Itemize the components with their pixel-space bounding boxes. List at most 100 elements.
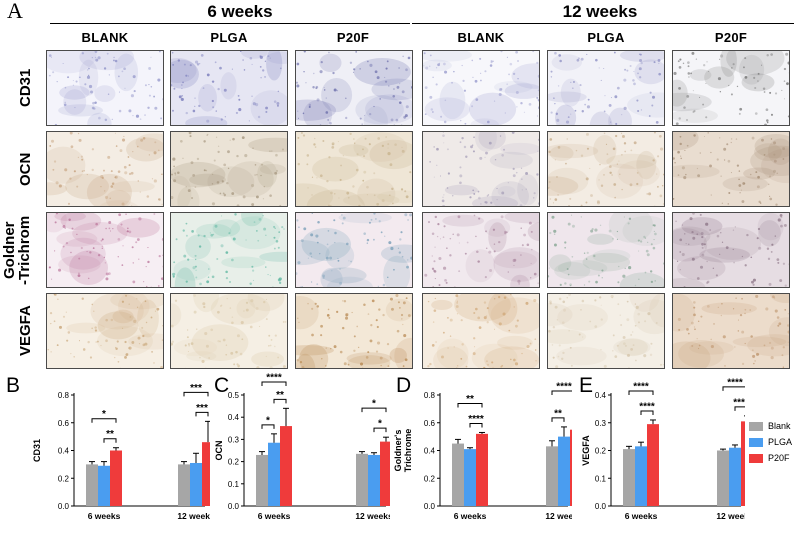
bar-plga bbox=[268, 443, 280, 506]
histology-tile-vegfa-plga-6w bbox=[170, 293, 288, 369]
bar-plga bbox=[190, 463, 202, 506]
histology-tile-goldner-p20f-6w bbox=[295, 212, 413, 288]
significance-label: * bbox=[266, 415, 270, 426]
x-tick-label: 12 weeks bbox=[545, 511, 572, 521]
significance-label: *** bbox=[190, 383, 202, 394]
col-label-blank-12w: BLANK bbox=[422, 30, 540, 45]
y-axis-label: Trichrome bbox=[403, 429, 413, 473]
x-tick-label: 12 weeks bbox=[177, 511, 210, 521]
y-tick-label: 0.3 bbox=[228, 435, 240, 444]
histology-tile-ocn-blank-6w bbox=[46, 131, 164, 207]
bar-blank bbox=[178, 464, 190, 506]
histology-tile-cd31-p20f-12w bbox=[672, 50, 790, 126]
histology-tile-ocn-blank-12w bbox=[422, 131, 540, 207]
bar-p20f bbox=[202, 442, 210, 506]
x-tick-label: 12 weeks bbox=[355, 511, 390, 521]
histology-tile-ocn-plga-12w bbox=[547, 131, 665, 207]
histology-tile-goldner-plga-12w bbox=[547, 212, 665, 288]
histology-tile-cd31-p20f-6w bbox=[295, 50, 413, 126]
legend-item-p20f: P20F bbox=[749, 450, 792, 466]
y-tick-label: 0.5 bbox=[228, 391, 240, 400]
bar-plga bbox=[98, 466, 110, 506]
panel-letter: B bbox=[6, 374, 20, 397]
significance-label: **** bbox=[556, 381, 572, 392]
histology-tile-cd31-blank-6w bbox=[46, 50, 164, 126]
bar-blank bbox=[86, 464, 98, 506]
legend-swatch-p20f bbox=[749, 454, 763, 463]
y-tick-label: 0.1 bbox=[228, 480, 240, 489]
histology-tile-vegfa-plga-12w bbox=[547, 293, 665, 369]
histology-tile-cd31-plga-6w bbox=[170, 50, 288, 126]
histology-tile-vegfa-blank-12w bbox=[422, 293, 540, 369]
significance-label: **** bbox=[639, 401, 655, 412]
row-label-ocn: OCN bbox=[18, 131, 36, 207]
bar-plga bbox=[368, 455, 380, 506]
y-tick-label: 0.0 bbox=[228, 502, 240, 511]
col-label-blank-6w: BLANK bbox=[46, 30, 164, 45]
legend: Blank PLGA P20F bbox=[749, 418, 792, 466]
significance-label: ** bbox=[276, 390, 284, 401]
legend-swatch-blank bbox=[749, 422, 763, 431]
significance-label: *** bbox=[196, 403, 208, 414]
bar-p20f bbox=[647, 424, 659, 506]
legend-label-p20f: P20F bbox=[768, 453, 790, 463]
legend-label-plga: PLGA bbox=[768, 437, 792, 447]
bar-p20f bbox=[110, 451, 122, 507]
legend-item-blank: Blank bbox=[749, 418, 792, 434]
group-title-6-weeks: 6 weeks bbox=[110, 2, 370, 22]
significance-label: **** bbox=[266, 373, 282, 384]
panel-letter: D bbox=[396, 374, 411, 397]
y-tick-label: 0.0 bbox=[595, 502, 607, 511]
legend-swatch-plga bbox=[749, 438, 763, 447]
y-axis-label: VEGFA bbox=[581, 435, 591, 466]
significance-label: ** bbox=[554, 408, 562, 419]
y-tick-label: 0.6 bbox=[58, 419, 70, 428]
bar-blank bbox=[717, 451, 729, 507]
y-tick-label: 0.8 bbox=[424, 391, 436, 400]
bar-plga bbox=[558, 437, 570, 506]
histology-tile-ocn-p20f-6w bbox=[295, 131, 413, 207]
histology-tile-cd31-blank-12w bbox=[422, 50, 540, 126]
row-label-vegfa: VEGFA bbox=[18, 293, 36, 369]
group-title-12-weeks: 12 weeks bbox=[470, 2, 730, 22]
bar-blank bbox=[356, 454, 368, 506]
row-label-goldner-trichrome: Goldner -Trichrom bbox=[2, 212, 36, 288]
y-tick-label: 0.4 bbox=[58, 447, 70, 456]
group-underline-6-weeks bbox=[50, 23, 410, 24]
group-underline-12-weeks bbox=[412, 23, 794, 24]
y-tick-label: 0.6 bbox=[424, 419, 436, 428]
y-tick-label: 0.0 bbox=[58, 502, 70, 511]
histology-tile-cd31-plga-12w bbox=[547, 50, 665, 126]
legend-label-blank: Blank bbox=[768, 421, 791, 431]
row-label-cd31: CD31 bbox=[18, 50, 36, 126]
y-axis-label: Goldner's bbox=[393, 430, 403, 472]
y-tick-label: 0.1 bbox=[595, 474, 607, 483]
significance-label: * bbox=[378, 419, 382, 430]
y-tick-label: 0.0 bbox=[424, 502, 436, 511]
y-tick-label: 0.4 bbox=[595, 391, 607, 400]
bar-plga bbox=[464, 449, 476, 506]
bar-blank bbox=[623, 449, 635, 506]
x-tick-label: 6 weeks bbox=[258, 511, 291, 521]
significance-label: * bbox=[102, 409, 106, 420]
y-tick-label: 0.2 bbox=[424, 474, 436, 483]
col-label-plga-6w: PLGA bbox=[170, 30, 288, 45]
bar-p20f bbox=[570, 430, 572, 506]
bar-blank bbox=[452, 444, 464, 506]
histology-tile-ocn-plga-6w bbox=[170, 131, 288, 207]
bar-p20f bbox=[380, 442, 390, 506]
panel-letter: E bbox=[579, 374, 593, 397]
y-tick-label: 0.2 bbox=[595, 447, 607, 456]
histology-tile-goldner-plga-6w bbox=[170, 212, 288, 288]
col-label-p20f-6w: P20F bbox=[294, 30, 412, 45]
histology-tile-ocn-p20f-12w bbox=[672, 131, 790, 207]
bar-p20f bbox=[280, 426, 292, 506]
significance-label: **** bbox=[633, 381, 649, 392]
bar-blank bbox=[546, 446, 558, 506]
histology-tile-goldner-blank-12w bbox=[422, 212, 540, 288]
bar-p20f bbox=[476, 434, 488, 506]
